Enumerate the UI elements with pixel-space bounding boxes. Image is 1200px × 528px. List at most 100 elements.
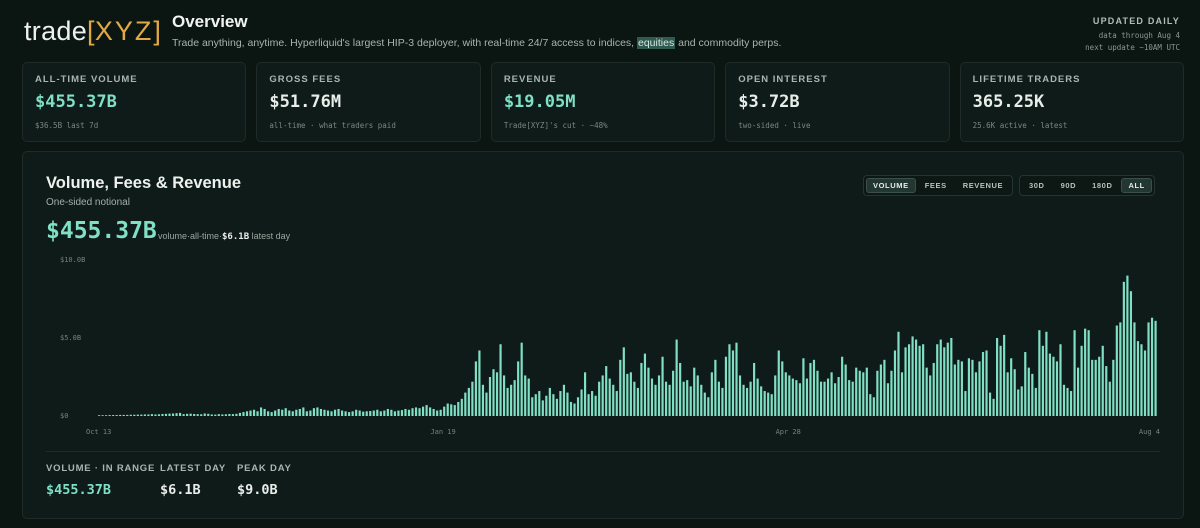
volume-bar[interactable] — [851, 381, 854, 416]
volume-bar[interactable] — [1112, 359, 1115, 416]
volume-bar[interactable] — [464, 392, 467, 416]
volume-bar[interactable] — [295, 409, 298, 416]
volume-bar[interactable] — [753, 362, 756, 416]
volume-bar[interactable] — [774, 375, 777, 416]
volume-bar[interactable] — [664, 381, 668, 416]
volume-bar[interactable] — [249, 410, 252, 416]
volume-bar[interactable] — [626, 373, 629, 416]
volume-bar[interactable] — [495, 372, 499, 416]
volume-bar[interactable] — [883, 359, 886, 416]
volume-bar[interactable] — [453, 405, 456, 416]
volume-bar[interactable] — [164, 413, 168, 416]
volume-bar[interactable] — [974, 372, 978, 416]
volume-bar[interactable] — [302, 407, 305, 416]
volume-bar[interactable] — [615, 391, 618, 416]
volume-bar[interactable] — [488, 377, 492, 416]
volume-bar[interactable] — [1069, 391, 1073, 416]
volume-bar[interactable] — [834, 383, 837, 416]
volume-bar[interactable] — [566, 392, 569, 416]
volume-bar[interactable] — [767, 392, 770, 416]
volume-bar[interactable] — [605, 366, 608, 416]
volume-bar[interactable] — [383, 410, 386, 416]
volume-bar[interactable] — [689, 386, 692, 416]
volume-bar[interactable] — [397, 410, 400, 416]
volume-bar[interactable] — [460, 398, 463, 416]
volume-bar[interactable] — [1017, 389, 1020, 416]
volume-bar[interactable] — [784, 372, 787, 416]
volume-bar[interactable] — [1147, 322, 1150, 416]
volume-bar[interactable] — [108, 415, 111, 416]
volume-bar[interactable] — [425, 405, 428, 416]
volume-bar[interactable] — [1122, 281, 1125, 416]
volume-bar[interactable] — [400, 410, 404, 416]
volume-bar[interactable] — [735, 342, 738, 416]
tab-fees[interactable]: FEES — [924, 181, 947, 190]
volume-bar[interactable] — [129, 414, 132, 416]
volume-bar[interactable] — [238, 412, 242, 416]
volume-bar[interactable] — [372, 410, 375, 416]
volume-bar[interactable] — [1154, 320, 1157, 416]
volume-bar[interactable] — [217, 414, 220, 416]
volume-bar[interactable] — [284, 408, 287, 416]
volume-bar[interactable] — [988, 392, 992, 416]
volume-bar[interactable] — [1143, 350, 1147, 416]
volume-bar[interactable] — [636, 387, 639, 416]
volume-bar[interactable] — [545, 395, 548, 416]
range-30d[interactable]: 30D — [1029, 181, 1045, 190]
volume-bar[interactable] — [263, 408, 266, 416]
volume-bar[interactable] — [365, 411, 368, 416]
volume-bar[interactable] — [1013, 369, 1016, 416]
volume-bar[interactable] — [1027, 367, 1030, 416]
volume-bar[interactable] — [672, 370, 675, 416]
volume-bar[interactable] — [915, 339, 918, 416]
volume-bar[interactable] — [858, 370, 861, 416]
volume-bar[interactable] — [390, 409, 393, 416]
volume-bar[interactable] — [1038, 330, 1041, 416]
volume-bar[interactable] — [203, 413, 206, 417]
volume-bar[interactable] — [890, 370, 893, 416]
volume-bar[interactable] — [270, 412, 273, 416]
volume-bar[interactable] — [323, 409, 326, 416]
volume-bar[interactable] — [714, 359, 717, 416]
volume-bar[interactable] — [1136, 341, 1140, 416]
volume-bar[interactable] — [696, 375, 699, 416]
volume-bar[interactable] — [900, 372, 904, 416]
volume-bar[interactable] — [848, 380, 851, 416]
volume-bar[interactable] — [812, 359, 816, 416]
volume-bar[interactable] — [450, 404, 453, 416]
volume-bar[interactable] — [1133, 322, 1136, 416]
volume-bar[interactable] — [340, 410, 344, 416]
volume-bar[interactable] — [122, 414, 125, 416]
volume-bar[interactable] — [601, 375, 604, 416]
volume-bar[interactable] — [333, 409, 337, 416]
volume-bar[interactable] — [724, 356, 728, 416]
volume-bar[interactable] — [798, 383, 801, 416]
volume-bar[interactable] — [98, 415, 101, 416]
volume-bar[interactable] — [358, 410, 361, 416]
volume-bar[interactable] — [805, 378, 809, 416]
volume-bar[interactable] — [869, 394, 872, 416]
volume-bar[interactable] — [594, 395, 597, 416]
volume-bar[interactable] — [703, 392, 706, 416]
volume-bar[interactable] — [633, 381, 636, 416]
volume-bar[interactable] — [710, 372, 713, 416]
volume-bar[interactable] — [816, 370, 819, 416]
volume-bar[interactable] — [200, 414, 203, 416]
volume-bar[interactable] — [1073, 330, 1076, 416]
volume-bar[interactable] — [150, 414, 153, 416]
volume-bar[interactable] — [640, 362, 643, 416]
volume-bar[interactable] — [404, 408, 407, 416]
volume-bar[interactable] — [471, 381, 474, 416]
volume-bar[interactable] — [950, 338, 953, 416]
volume-bar[interactable] — [865, 367, 868, 416]
volume-bar[interactable] — [583, 372, 587, 416]
volume-bar[interactable] — [886, 383, 890, 416]
volume-bar[interactable] — [513, 380, 516, 416]
volume-bar[interactable] — [1034, 387, 1037, 416]
volume-bar[interactable] — [326, 410, 330, 416]
volume-bar[interactable] — [485, 392, 488, 416]
volume-bar[interactable] — [432, 408, 435, 416]
volume-bar[interactable] — [717, 381, 720, 416]
volume-bar[interactable] — [344, 411, 347, 416]
volume-bar[interactable] — [587, 394, 590, 416]
